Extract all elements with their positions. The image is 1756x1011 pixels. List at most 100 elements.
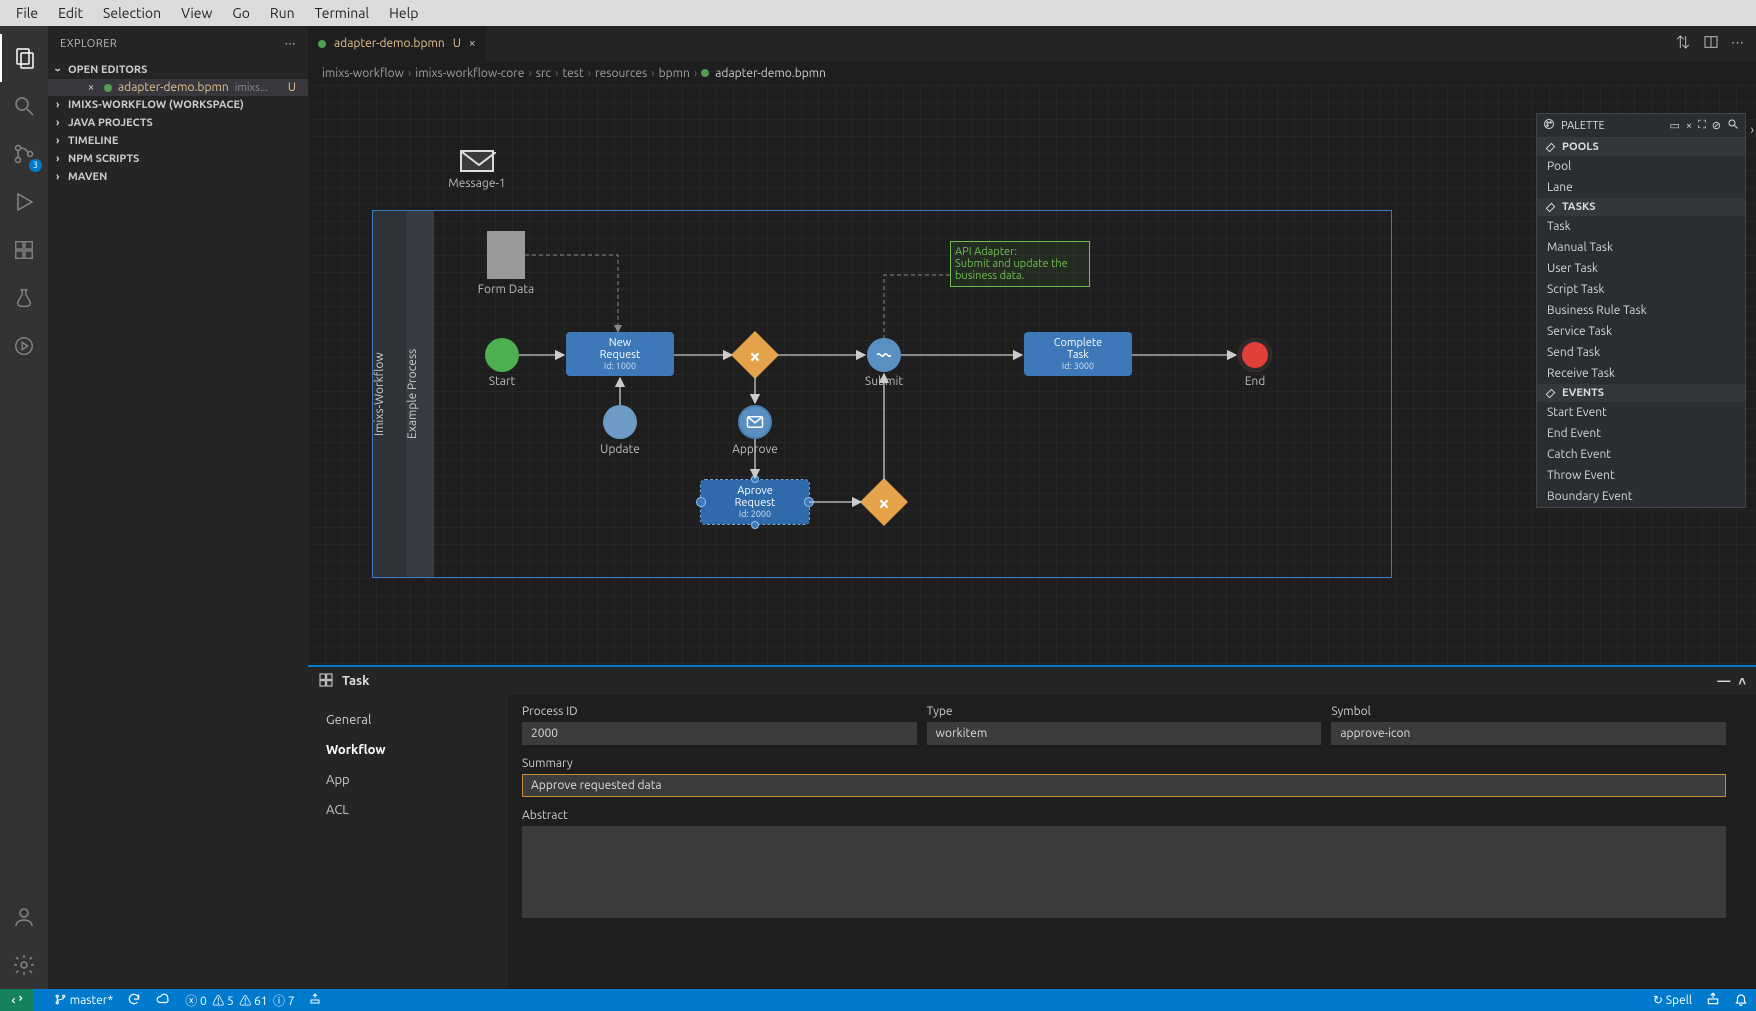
palette-tool-icon[interactable]: ▭	[1669, 119, 1679, 132]
symbol-label: Symbol	[1331, 705, 1726, 718]
notifications-icon[interactable]	[1734, 992, 1748, 1009]
task-approve-request[interactable]: Aprove Request Id: 2000	[701, 480, 809, 524]
palette-item[interactable]: Send Task	[1537, 342, 1745, 363]
breadcrumb[interactable]: imixs-workflow› imixs-workflow-core› src…	[308, 61, 1756, 85]
crumb[interactable]: imixs-workflow	[322, 67, 404, 80]
message-icon[interactable]	[460, 150, 494, 172]
split-editor-icon[interactable]	[1703, 34, 1719, 53]
palette-item[interactable]: Manual Task	[1537, 237, 1745, 258]
palette-item[interactable]: Service Task	[1537, 321, 1745, 342]
sync-icon[interactable]	[127, 992, 141, 1009]
task-new-request[interactable]: New Request Id: 1000	[566, 332, 674, 376]
sidebar-more-icon[interactable]: ⋯	[285, 37, 297, 50]
type-label: Type	[927, 705, 1322, 718]
process-id-input[interactable]	[522, 722, 917, 745]
extensions-icon[interactable]	[0, 226, 48, 274]
tab-close-icon[interactable]: ×	[469, 37, 476, 50]
palette-section-pools[interactable]: POOLS	[1537, 138, 1745, 156]
remote-indicator[interactable]	[0, 989, 34, 1011]
start-event[interactable]	[485, 338, 519, 372]
menu-run[interactable]: Run	[260, 5, 305, 21]
palette-item[interactable]: Throw Event	[1537, 465, 1745, 486]
palette-item[interactable]: Catch Event	[1537, 444, 1745, 465]
palette-item[interactable]: Task	[1537, 216, 1745, 237]
type-input[interactable]	[927, 722, 1322, 745]
gateway-2[interactable]: ×	[860, 478, 908, 526]
compare-icon[interactable]	[1675, 34, 1691, 53]
palette-check-icon[interactable]: ⊘	[1712, 119, 1721, 132]
open-editor-file[interactable]: × adapter-demo.bpmn imixs... U	[48, 79, 308, 96]
git-branch[interactable]: master*	[54, 993, 113, 1007]
timeline-section[interactable]: TIMELINE	[48, 132, 308, 150]
source-control-icon[interactable]: 3	[0, 130, 48, 178]
prop-nav-app[interactable]: App	[308, 765, 508, 795]
prop-nav-workflow[interactable]: Workflow	[308, 735, 508, 765]
panel-maximize-icon[interactable]: ˄	[1738, 674, 1746, 689]
open-editors-section[interactable]: OPEN EDITORS	[48, 61, 308, 79]
palette-search-icon[interactable]	[1727, 118, 1739, 133]
task-complete[interactable]: Complete Task Id: 3000	[1024, 332, 1132, 376]
data-object[interactable]	[487, 231, 525, 279]
crumb[interactable]: resources	[595, 67, 647, 80]
menu-selection[interactable]: Selection	[93, 5, 171, 21]
abstract-input[interactable]	[522, 826, 1726, 918]
update-event[interactable]	[603, 405, 637, 439]
port-icon[interactable]	[309, 993, 321, 1008]
palette-item[interactable]: Lane	[1537, 177, 1745, 198]
explorer-extra-icon[interactable]	[0, 322, 48, 370]
palette-item[interactable]: Boundary Event	[1537, 486, 1745, 507]
end-event[interactable]	[1238, 338, 1272, 372]
menu-file[interactable]: File	[6, 5, 48, 21]
workspace-section[interactable]: IMIXS-WORKFLOW (WORKSPACE)	[48, 96, 308, 114]
prop-nav-general[interactable]: General	[308, 705, 508, 735]
menu-go[interactable]: Go	[222, 5, 259, 21]
api-note-title: API Adapter:	[955, 246, 1085, 258]
palette-item[interactable]: Script Task	[1537, 279, 1745, 300]
accounts-icon[interactable]	[0, 893, 48, 941]
cloud-icon[interactable]	[155, 992, 171, 1009]
palette-section-events[interactable]: EVENTS	[1537, 384, 1745, 402]
java-projects-section[interactable]: JAVA PROJECTS	[48, 114, 308, 132]
tab-more-icon[interactable]: ⋯	[1731, 36, 1744, 51]
explorer-icon[interactable]	[0, 34, 48, 82]
palette-item[interactable]: End Event	[1537, 423, 1745, 444]
problems[interactable]: ⓧ 0 ⚠ 5 ⚠ 61 ⓘ 7	[185, 992, 294, 1009]
crumb-last[interactable]: adapter-demo.bpmn	[715, 67, 826, 80]
maven-section[interactable]: MAVEN	[48, 168, 308, 186]
panel-minimize-icon[interactable]: —	[1717, 674, 1730, 688]
prop-nav-acl[interactable]: ACL	[308, 795, 508, 825]
palette-item[interactable]: Business Rule Task	[1537, 300, 1745, 321]
approve-event[interactable]	[738, 405, 772, 439]
settings-gear-icon[interactable]	[0, 941, 48, 989]
menu-view[interactable]: View	[171, 5, 222, 21]
intermediate-submit[interactable]	[867, 338, 901, 372]
crumb[interactable]: imixs-workflow-core	[415, 67, 524, 80]
bpmn-canvas[interactable]: Message-1 Imixs-Workflow Example Process…	[308, 85, 1756, 665]
feedback-icon[interactable]	[1706, 992, 1720, 1009]
testing-icon[interactable]	[0, 274, 48, 322]
palette-item[interactable]: Start Event	[1537, 402, 1745, 423]
menu-terminal[interactable]: Terminal	[305, 5, 380, 21]
palette-section-tasks[interactable]: TASKS	[1537, 198, 1745, 216]
menu-help[interactable]: Help	[379, 5, 428, 21]
summary-input[interactable]	[522, 774, 1726, 797]
search-icon[interactable]	[0, 82, 48, 130]
gateway-1[interactable]: ×	[731, 331, 779, 379]
panel-chevron-icon[interactable]: ›	[1750, 123, 1754, 137]
crumb[interactable]: bpmn	[659, 67, 690, 80]
crumb[interactable]: src	[536, 67, 551, 80]
run-debug-icon[interactable]	[0, 178, 48, 226]
properties-icon	[318, 672, 334, 691]
palette-item[interactable]: Pool	[1537, 156, 1745, 177]
palette-item[interactable]: User Task	[1537, 258, 1745, 279]
palette-close-icon[interactable]: ×	[1686, 120, 1692, 132]
close-icon[interactable]: ×	[84, 81, 98, 94]
crumb[interactable]: test	[562, 67, 583, 80]
menu-edit[interactable]: Edit	[48, 5, 93, 21]
tab-active[interactable]: adapter-demo.bpmn U ×	[308, 26, 487, 61]
spell-status[interactable]: ↻ Spell	[1653, 993, 1692, 1007]
npm-scripts-section[interactable]: NPM SCRIPTS	[48, 150, 308, 168]
symbol-input[interactable]	[1331, 722, 1726, 745]
palette-item[interactable]: Receive Task	[1537, 363, 1745, 384]
palette-fit-icon[interactable]: ⛶	[1698, 119, 1706, 132]
